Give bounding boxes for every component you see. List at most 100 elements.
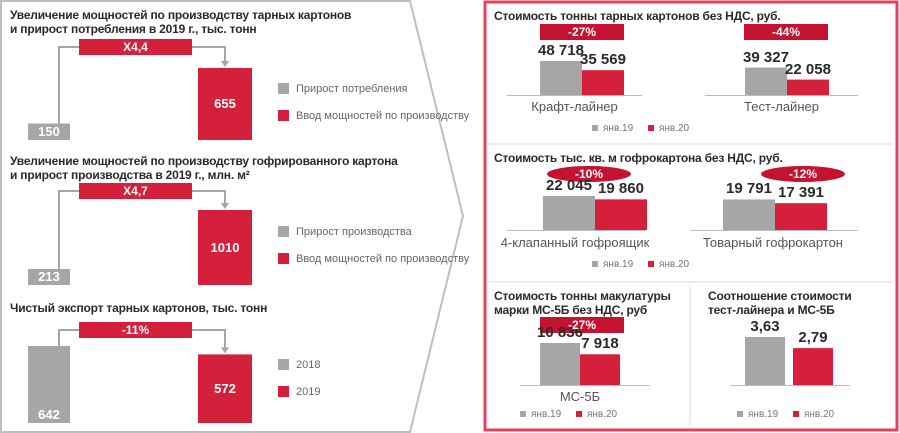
bar-jan20 bbox=[793, 348, 833, 385]
legend-gray-swatch bbox=[737, 411, 743, 417]
bar-jan19 bbox=[543, 196, 595, 230]
bar-jan19 bbox=[745, 67, 787, 95]
legend-label: 2019 bbox=[296, 386, 321, 398]
legend-label: 2018 bbox=[296, 359, 321, 371]
bar-jan19 bbox=[540, 61, 582, 95]
left-chart-2-title: Увеличение мощностей по производству гоф… bbox=[10, 154, 398, 182]
legend-red-swatch bbox=[278, 386, 289, 397]
title-line: Увеличение мощностей по производству гоф… bbox=[10, 154, 398, 168]
change-badge-label: -11% bbox=[121, 323, 150, 337]
bar-value-label: 2,79 bbox=[798, 329, 828, 347]
change-badge bbox=[79, 39, 192, 55]
legend-red-swatch bbox=[575, 411, 582, 417]
legend-red-swatch bbox=[278, 253, 289, 264]
bar-jan20 bbox=[787, 79, 829, 95]
title-line: Чистый экспорт тарных картонов, тыс. тон… bbox=[10, 301, 268, 315]
change-badge bbox=[540, 24, 624, 40]
legend-gray-swatch bbox=[278, 359, 289, 370]
right-panel-3-title: Стоимость тонны макулатуры марки МС-5Б б… bbox=[494, 289, 671, 317]
legend-label: янв.20 bbox=[658, 123, 690, 134]
bar-value-label: 3,63 bbox=[750, 318, 780, 335]
title-line: тест-лайнера и МС-5Б bbox=[708, 303, 835, 317]
bar-value-label: 19 860 bbox=[598, 180, 644, 198]
legend-gray-swatch bbox=[278, 226, 289, 237]
bar-gray bbox=[28, 123, 70, 140]
legend-label: янв.20 bbox=[658, 259, 690, 270]
connector-arrow bbox=[221, 61, 229, 67]
bar-value-label: 22 058 bbox=[785, 60, 831, 78]
change-badge-label: -10% bbox=[574, 167, 603, 181]
bar-value-label: 17 391 bbox=[778, 184, 824, 202]
bar-value-label: 19 791 bbox=[726, 180, 772, 198]
category-label: МС-5Б bbox=[559, 389, 601, 404]
change-badge bbox=[761, 166, 845, 182]
mini-legend: янв.19 янв.20 bbox=[592, 123, 689, 134]
connector-arrow bbox=[221, 203, 229, 209]
bar-value-label: 48 718 bbox=[538, 42, 584, 59]
category-label: 4-клапанный гофроящик bbox=[500, 235, 650, 250]
title-line: Увеличение мощностей по производству тар… bbox=[10, 8, 352, 22]
legend-gray-swatch bbox=[592, 261, 598, 267]
legend-label: Прирост производства bbox=[296, 226, 412, 238]
bar-value-label: 7 918 bbox=[581, 335, 619, 353]
legend-gray-swatch bbox=[520, 411, 526, 417]
title-line: Стоимость тонны макулатуры bbox=[494, 289, 671, 303]
bar-jan19 bbox=[723, 199, 775, 230]
change-badge-label: -27% bbox=[567, 25, 596, 39]
bar-value-label: 213 bbox=[38, 269, 60, 284]
bar-value-label: 572 bbox=[214, 380, 236, 396]
bar-value-label: 39 327 bbox=[743, 48, 789, 66]
change-badge bbox=[79, 183, 192, 199]
left-chart-1-title: Увеличение мощностей по производству тар… bbox=[10, 8, 351, 36]
legend-label: Ввод мощностей по производству bbox=[296, 253, 470, 265]
bar-value-label: 1010 bbox=[210, 239, 240, 255]
legend-label: Ввод мощностей по производству bbox=[296, 110, 470, 122]
category-label: Крафт-лайнер bbox=[531, 99, 618, 114]
title-line: марки МС-5Б без НДС, руб bbox=[494, 303, 648, 317]
change-badge bbox=[540, 317, 624, 333]
change-badge-label: -12% bbox=[788, 167, 817, 181]
bar-jan20 bbox=[595, 199, 647, 230]
connector-arrow bbox=[221, 347, 229, 354]
legend-red-swatch bbox=[278, 110, 289, 121]
bar-value-label: 655 bbox=[214, 96, 236, 111]
legend-gray-swatch bbox=[278, 83, 289, 94]
legend-label: янв.19 bbox=[748, 409, 779, 420]
bar-red bbox=[198, 354, 252, 423]
left-chart-3-title: Чистый экспорт тарных картонов, тыс. тон… bbox=[10, 301, 267, 315]
change-badge bbox=[547, 166, 631, 182]
category-label: Товарный гофрокартон bbox=[703, 235, 843, 250]
change-badge-label: Х4,4 bbox=[123, 40, 148, 54]
legend-label: янв.19 bbox=[531, 409, 562, 420]
title-line: и прирост потребления в 2019 г., тыс. то… bbox=[10, 22, 257, 36]
legend-gray-swatch bbox=[592, 125, 598, 131]
bar-jan20 bbox=[775, 203, 827, 230]
change-badge-label: Х4,7 bbox=[123, 184, 148, 198]
mini-legend: янв.19 янв.20 bbox=[520, 409, 617, 420]
bar-gray bbox=[28, 269, 70, 285]
legend-red-swatch bbox=[792, 411, 799, 417]
change-badge bbox=[79, 322, 192, 338]
bar-value-label: 150 bbox=[38, 124, 60, 139]
legend-red-swatch bbox=[647, 125, 654, 131]
right-panel-2-title: Стоимость тыс. кв. м гофрокартона без НД… bbox=[494, 151, 783, 165]
mini-legend: янв.19 янв.20 bbox=[592, 259, 689, 270]
right-panel-1-title: Стоимость тонны тарных картонов без НДС,… bbox=[494, 9, 781, 23]
change-badge bbox=[744, 24, 828, 40]
bar-jan20 bbox=[582, 70, 624, 95]
bar-red bbox=[198, 68, 252, 140]
title-line: и прирост производства в 2019 г., млн. м… bbox=[10, 168, 250, 182]
category-label: Тест-лайнер bbox=[744, 99, 819, 114]
mini-legend: янв.19 янв.20 bbox=[737, 409, 834, 420]
legend-red-swatch bbox=[647, 261, 654, 267]
bar-jan20 bbox=[580, 354, 620, 385]
bar-value-label: 35 569 bbox=[580, 51, 626, 69]
bar-jan19 bbox=[745, 337, 785, 385]
legend-label: янв.19 bbox=[603, 259, 634, 270]
legend-label: Прирост потребления bbox=[296, 83, 408, 95]
bar-jan19 bbox=[540, 343, 580, 385]
right-panel-4-title: Соотношение стоимости тест-лайнера и МС-… bbox=[708, 289, 852, 317]
bar-red bbox=[198, 210, 252, 285]
title-line: Соотношение стоимости bbox=[708, 289, 852, 303]
